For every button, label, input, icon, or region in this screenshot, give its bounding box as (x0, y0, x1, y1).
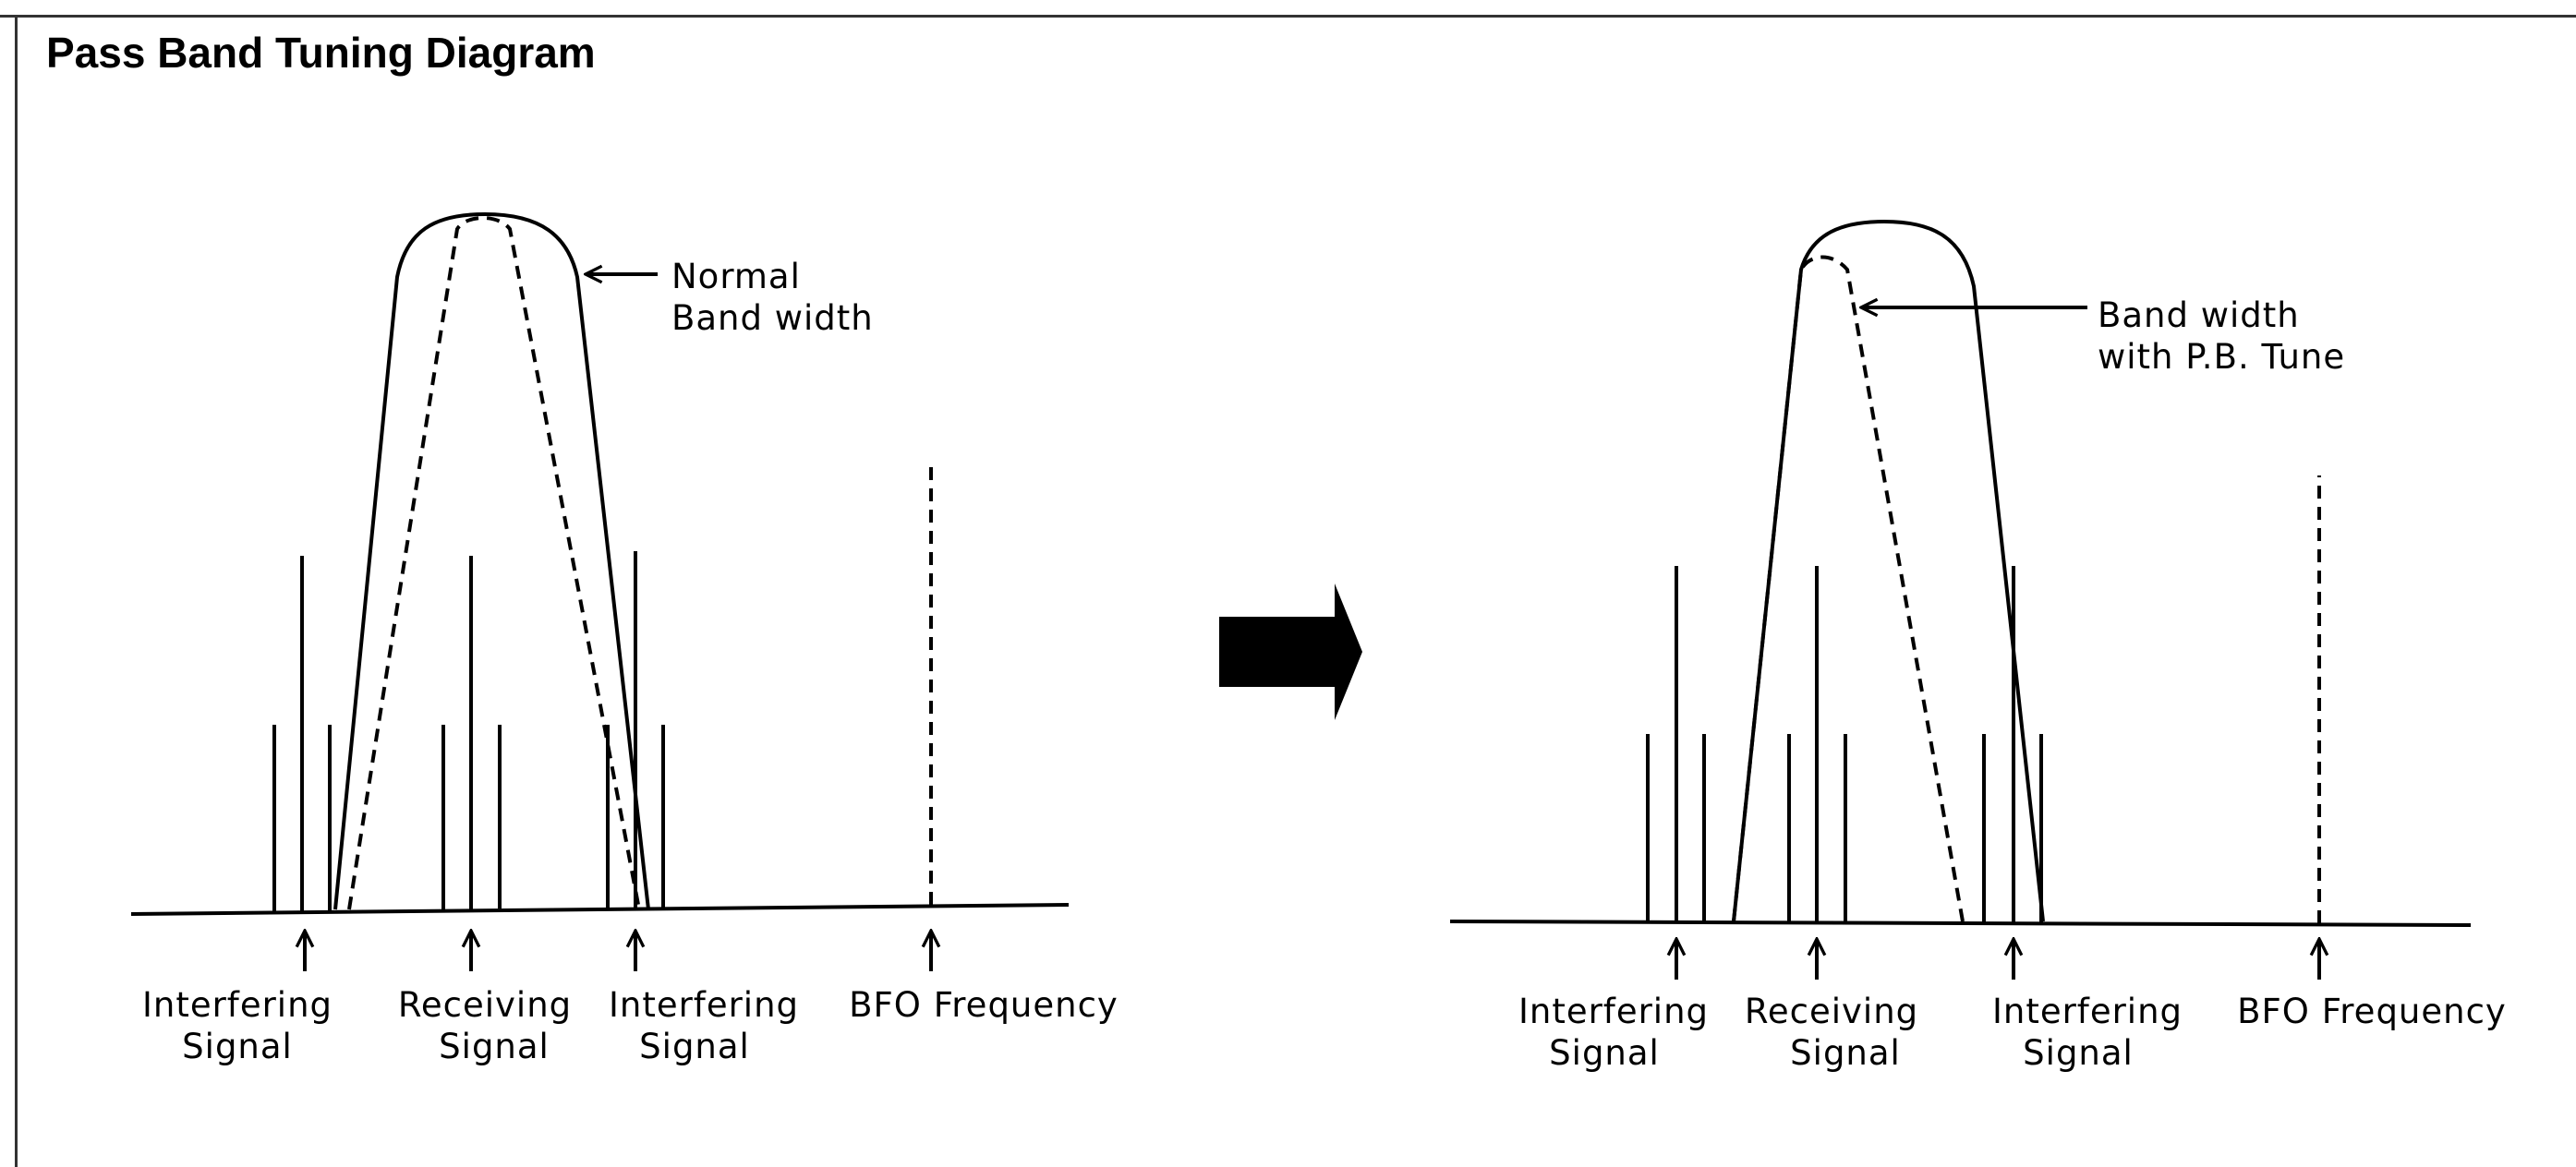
frame-top-border (0, 15, 2576, 18)
right-normal-bandwidth-curve (1732, 219, 2045, 922)
left-interfering-right-label-1: Interfering (609, 985, 799, 1025)
left-receiving-label-1: Receiving (398, 985, 572, 1025)
right-annotation-line-2: with P.B. Tune (2098, 337, 2345, 377)
left-interfering-left-label-1: Interfering (142, 985, 333, 1025)
left-interfering-right-label-2: Signal (639, 1027, 750, 1066)
right-interfering-left-label-1: Interfering (1518, 992, 1709, 1031)
right-interfering-left-label-2: Signal (1549, 1033, 1660, 1073)
left-interfering-spikes-left (272, 556, 332, 911)
right-panel: Band width with P.B. Tune Interfering Si… (1449, 219, 2507, 1073)
right-pb-curve (1732, 255, 1965, 922)
right-interfering-right-label-2: Signal (2023, 1033, 2134, 1073)
left-interfering-left-label-2: Signal (182, 1027, 293, 1066)
right-arrow-icon (1219, 584, 1362, 720)
right-interfering-right-label-1: Interfering (1992, 992, 2183, 1031)
page-title: Pass Band Tuning Diagram (46, 29, 596, 77)
left-normal-bandwidth-curve (333, 211, 650, 910)
right-annotation-line-1: Band width (2098, 295, 2300, 335)
frame-left-border (15, 15, 18, 1167)
left-baseline (130, 903, 1070, 916)
left-receiving-spikes (441, 556, 502, 909)
right-bfo-label: BFO Frequency (2237, 992, 2507, 1031)
left-bfo-label: BFO Frequency (849, 985, 1119, 1025)
left-pb-curve (347, 216, 641, 910)
right-receiving-spikes (1787, 566, 1847, 922)
left-interfering-spikes-right (606, 551, 665, 908)
left-annotation-line-2: Band width (671, 298, 874, 338)
right-receiving-label-1: Receiving (1745, 992, 1918, 1031)
right-receiving-label-2: Signal (1790, 1033, 1901, 1073)
right-baseline (1449, 920, 2472, 927)
left-panel: Normal Band width Interfering Signal Rec… (130, 211, 1119, 1066)
left-marker-arrows (305, 931, 931, 971)
right-marker-arrows (1676, 939, 2319, 980)
left-receiving-label-2: Signal (439, 1027, 550, 1066)
left-annotation-line-1: Normal (671, 257, 801, 296)
right-interfering-spikes-right (1982, 566, 2043, 922)
right-interfering-spikes-left (1646, 566, 1706, 921)
